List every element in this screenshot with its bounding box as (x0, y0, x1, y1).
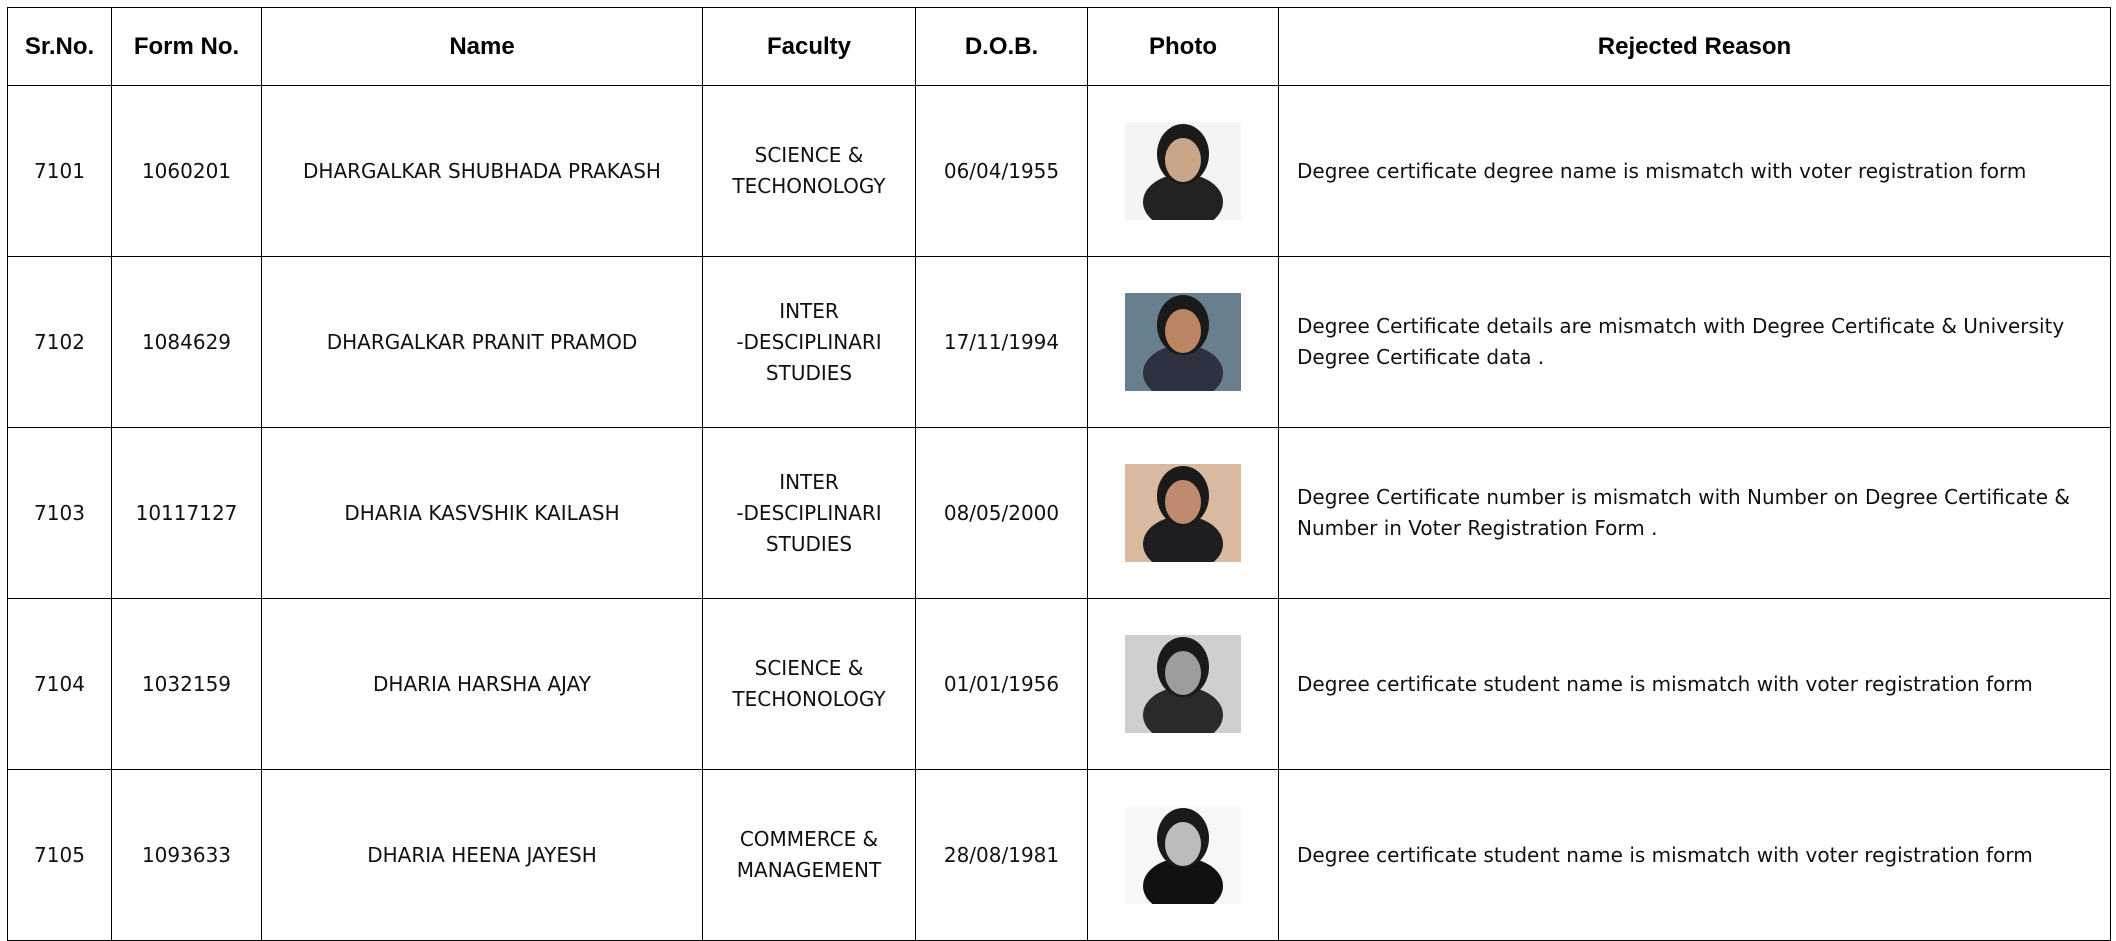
name: DHARIA KASVSHIK KAILASH (261, 427, 703, 599)
name: DHARGALKAR SHUBHADA PRAKASH (261, 85, 703, 257)
table-row: 7101 1060201 DHARGALKAR SHUBHADA PRAKASH SC… (7, 85, 2111, 257)
serial-number: 7101 (7, 85, 112, 257)
photo (1125, 122, 1241, 220)
photo (1125, 293, 1241, 391)
column-header: D.O.B. (915, 7, 1088, 86)
column-header: Photo (1087, 7, 1279, 86)
rejected-reason: Degree Certificate number is mismatch wi… (1278, 427, 2111, 599)
rejected-reason: Degree Certificate details are mismatch … (1278, 256, 2111, 428)
serial-number: 7105 (7, 769, 112, 941)
photo (1125, 464, 1241, 562)
rejected-reason: Degree certificate student name is misma… (1278, 769, 2111, 941)
table-row: 7105 1093633 DHARIA HEENA JAYESH COMMERCE &… (7, 769, 2111, 941)
column-header: Rejected Reason (1278, 7, 2111, 86)
faculty: INTER -DESCIPLINARI STUDIES (702, 256, 916, 428)
name: DHARIA HEENA JAYESH (261, 769, 703, 941)
table-body: 7101 1060201 DHARGALKAR SHUBHADA PRAKASH SC… (7, 85, 2111, 941)
table-row: 7103 10117127 DHARIA KASVSHIK KAILASH INTER… (7, 427, 2111, 599)
rejection-table: Sr.No. Form No. Name Faculty D.O.B. Photo Reje… (7, 7, 2111, 941)
faculty: COMMERCE & MANAGEMENT (702, 769, 916, 941)
name: DHARIA HARSHA AJAY (261, 598, 703, 770)
form-number: 1084629 (111, 256, 262, 428)
column-header: Faculty (702, 7, 916, 86)
serial-number: 7104 (7, 598, 112, 770)
rejected-reason: Degree certificate student name is misma… (1278, 598, 2111, 770)
photo-cell (1087, 598, 1279, 770)
header-row: Sr.No. Form No. Name Faculty D.O.B. Photo Reje… (7, 7, 2111, 86)
photo-cell (1087, 256, 1279, 428)
photo-cell (1087, 85, 1279, 257)
faculty: SCIENCE & TECHONOLOGY (702, 85, 916, 257)
photo (1125, 806, 1241, 904)
date-of-birth: 28/08/1981 (915, 769, 1088, 941)
column-header: Sr.No. (7, 7, 112, 86)
photo (1125, 635, 1241, 733)
date-of-birth: 17/11/1994 (915, 256, 1088, 428)
name: DHARGALKAR PRANIT PRAMOD (261, 256, 703, 428)
table-row: 7102 1084629 DHARGALKAR PRANIT PRAMOD INTER… (7, 256, 2111, 428)
photo-cell (1087, 427, 1279, 599)
serial-number: 7102 (7, 256, 112, 428)
form-number: 10117127 (111, 427, 262, 599)
form-number: 1060201 (111, 85, 262, 257)
form-number: 1032159 (111, 598, 262, 770)
rejected-reason: Degree certificate degree name is mismat… (1278, 85, 2111, 257)
serial-number: 7103 (7, 427, 112, 599)
faculty: INTER -DESCIPLINARI STUDIES (702, 427, 916, 599)
form-number: 1093633 (111, 769, 262, 941)
date-of-birth: 06/04/1955 (915, 85, 1088, 257)
date-of-birth: 01/01/1956 (915, 598, 1088, 770)
date-of-birth: 08/05/2000 (915, 427, 1088, 599)
column-header: Form No. (111, 7, 262, 86)
photo-cell (1087, 769, 1279, 941)
table-row: 7104 1032159 DHARIA HARSHA AJAY SCIENCE & T… (7, 598, 2111, 770)
faculty: SCIENCE & TECHONOLOGY (702, 598, 916, 770)
column-header: Name (261, 7, 703, 86)
